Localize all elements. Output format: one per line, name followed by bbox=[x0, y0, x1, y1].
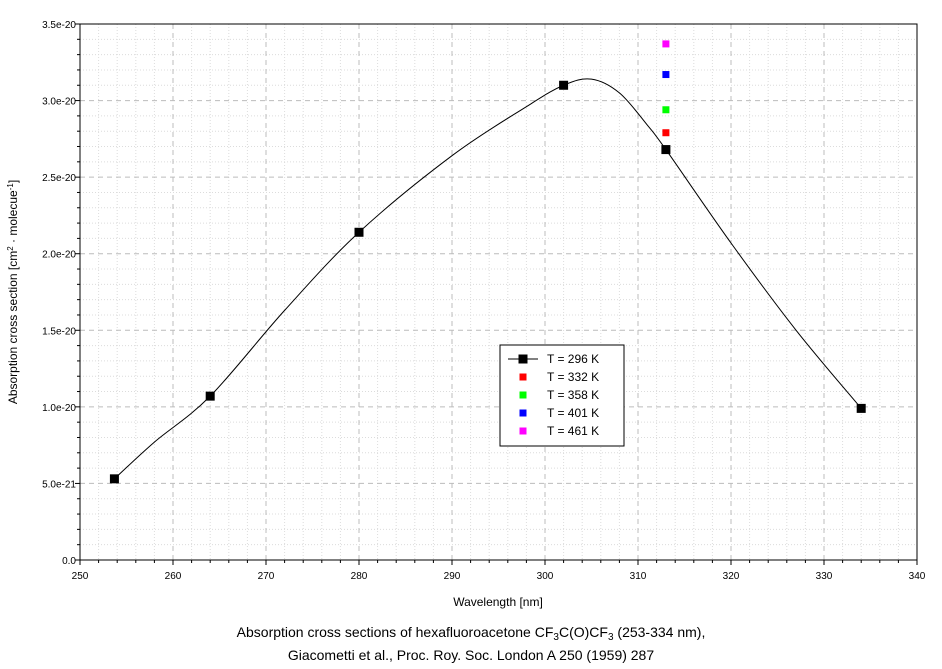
data-point bbox=[205, 391, 215, 401]
data-point bbox=[662, 71, 670, 79]
legend-marker bbox=[519, 391, 527, 399]
caption-line-1: Absorption cross sections of hexafluoroa… bbox=[236, 624, 706, 643]
data-point bbox=[662, 129, 670, 137]
x-tick-label: 290 bbox=[444, 571, 461, 582]
y-tick-label: 1.0e-20 bbox=[42, 403, 76, 414]
data-point bbox=[109, 474, 119, 484]
legend-label: T = 358 K bbox=[547, 388, 599, 402]
legend-entry: T = 401 K bbox=[519, 406, 599, 420]
x-axis-ticks: 250 260 270 280 290 300 310 320 330 340 bbox=[72, 560, 926, 582]
legend-label: T = 296 K bbox=[547, 352, 599, 366]
x-tick-label: 310 bbox=[630, 571, 647, 582]
series-t-332-k bbox=[662, 129, 670, 137]
x-axis-title: Wavelength [nm] bbox=[453, 595, 543, 609]
y-tick-label: 3.0e-20 bbox=[42, 97, 76, 108]
y-axis-ticks: 0.0 5.0e-21 1.0e-20 1.5e-20 2.0e-20 2.5e-20 3.… bbox=[42, 20, 80, 567]
x-tick-label: 320 bbox=[723, 571, 740, 582]
legend-label: T = 461 K bbox=[547, 424, 599, 438]
legend-label: T = 401 K bbox=[547, 406, 599, 420]
series-t-461-k bbox=[662, 40, 670, 48]
legend-entry: T = 461 K bbox=[519, 424, 599, 438]
x-tick-label: 340 bbox=[909, 571, 926, 582]
x-tick-label: 300 bbox=[537, 571, 554, 582]
data-point bbox=[662, 40, 670, 48]
legend-entry: T = 332 K bbox=[519, 370, 599, 384]
grid bbox=[80, 24, 917, 560]
x-tick-label: 270 bbox=[258, 571, 275, 582]
data-point bbox=[661, 145, 671, 155]
legend-marker bbox=[519, 373, 527, 381]
y-tick-label: 3.5e-20 bbox=[42, 20, 76, 31]
x-tick-label: 280 bbox=[351, 571, 368, 582]
legend-entry: T = 296 K bbox=[508, 352, 599, 366]
data-point bbox=[354, 227, 364, 237]
plot-frame bbox=[79, 23, 918, 561]
y-tick-label: 2.0e-20 bbox=[42, 250, 76, 261]
y-tick-label: 0.0 bbox=[62, 556, 76, 567]
series-t-296-k bbox=[109, 78, 866, 484]
y-tick-label: 1.5e-20 bbox=[42, 326, 76, 337]
x-tick-label: 260 bbox=[165, 571, 182, 582]
series-layer bbox=[109, 40, 866, 484]
series-t-358-k bbox=[662, 106, 670, 114]
x-tick-label: 330 bbox=[816, 571, 833, 582]
legend-marker bbox=[519, 409, 527, 417]
legend-entry: T = 358 K bbox=[519, 388, 599, 402]
x-tick-label: 250 bbox=[72, 571, 89, 582]
legend: T = 296 K T = 332 K T = 358 K T = 401 K T = … bbox=[499, 344, 625, 447]
data-point bbox=[559, 80, 569, 90]
legend-marker bbox=[518, 354, 528, 364]
y-tick-label: 5.0e-21 bbox=[42, 479, 76, 490]
chart: 250 260 270 280 290 300 310 320 330 340 0.0 5.0e-2… bbox=[6, 20, 926, 609]
y-axis-title: Absorption cross section [cm2 · molecue-… bbox=[6, 180, 21, 404]
legend-label: T = 332 K bbox=[547, 370, 599, 384]
y-tick-label: 2.5e-20 bbox=[42, 173, 76, 184]
legend-marker bbox=[519, 427, 527, 435]
caption-line-2: Giacometti et al., Proc. Roy. Soc. Londo… bbox=[287, 647, 655, 663]
data-point bbox=[662, 106, 670, 114]
data-point bbox=[856, 403, 866, 413]
series-t-401-k bbox=[662, 71, 670, 79]
